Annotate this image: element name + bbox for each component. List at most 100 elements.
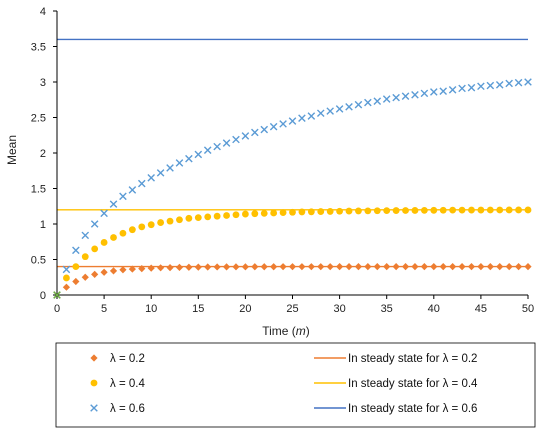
series-0-point-12 (166, 263, 174, 272)
series-2-point-30 (335, 105, 344, 113)
y-tick-label-1: 0.5 (31, 255, 46, 267)
series-0-point-4 (91, 270, 99, 279)
series-2-point-22 (260, 125, 269, 134)
series-2-point-17 (213, 142, 221, 151)
series-0-point-46 (486, 263, 494, 271)
axes (53, 10, 529, 299)
series-2-point-15 (194, 150, 203, 159)
series-1-point-7 (119, 229, 127, 237)
series-2-point-29 (326, 107, 334, 115)
x-tick-label-4: 20 (239, 303, 251, 315)
series-0-point-25 (288, 263, 297, 271)
series-2-point-16 (203, 146, 212, 154)
series-2-point-21 (251, 128, 259, 137)
y-tick-label-6: 3 (40, 77, 46, 89)
series-2-point-41 (439, 87, 448, 96)
series-2-point-10 (147, 174, 155, 182)
series-1-point-22 (260, 209, 268, 217)
series-0-point-36 (392, 263, 400, 271)
series-2-point-40 (430, 88, 438, 96)
series-0-point-6 (109, 267, 118, 275)
x-tick-label-9: 45 (475, 303, 487, 315)
series-1-point-13 (176, 216, 183, 224)
series-1-point-14 (185, 214, 193, 222)
series-2-point-38 (411, 90, 419, 99)
series-1-point-26 (298, 208, 306, 216)
series-0-point-30 (336, 263, 344, 271)
x-tick-label-7: 35 (381, 303, 393, 315)
series-0-point-16 (204, 263, 212, 271)
y-tick-label-5: 2.5 (31, 113, 46, 125)
series-1-point-12 (166, 217, 174, 225)
series-0-point-27 (307, 263, 315, 271)
series-1-point-37 (402, 207, 409, 214)
series-0-point-3 (81, 273, 89, 281)
series-0-point-38 (411, 263, 419, 271)
data-series (53, 78, 532, 299)
series-0-point-15 (194, 263, 202, 271)
series-1-point-31 (345, 207, 353, 215)
series-0-point-7 (119, 266, 127, 274)
series-1-point-25 (289, 208, 296, 216)
series-1-point-40 (430, 206, 438, 214)
series-0-point-37 (401, 263, 410, 271)
series-2-point-32 (354, 100, 363, 109)
series-1-point-23 (270, 209, 278, 217)
series-2-point-6 (109, 200, 118, 208)
series-1-point-6 (110, 234, 117, 241)
x-tick-label-2: 10 (145, 303, 157, 315)
series-1-point-19 (232, 211, 240, 219)
y-tick-label-8: 4 (40, 6, 46, 18)
series-2-point-23 (269, 122, 278, 131)
series-1-point-48 (505, 206, 513, 214)
series-0-point-8 (128, 265, 136, 273)
series-2-point-19 (232, 135, 240, 144)
series-2-point-50 (524, 78, 532, 86)
x-tick-label-3: 15 (192, 303, 204, 315)
series-1-point-16 (204, 213, 212, 221)
series-2-point-31 (345, 103, 353, 111)
series-1-point-9 (138, 223, 146, 231)
series-1-point-21 (251, 210, 259, 218)
series-1-point-11 (157, 219, 165, 226)
series-1-point-50 (524, 206, 532, 214)
series-0-point-19 (232, 263, 240, 271)
series-2-point-20 (241, 132, 250, 140)
series-2-point-4 (90, 220, 99, 228)
series-0-point-47 (496, 263, 504, 271)
series-0-point-44 (467, 263, 476, 271)
series-2-point-25 (288, 117, 297, 125)
series-0-point-5 (100, 268, 108, 276)
series-0-point-18 (222, 263, 231, 271)
legend-marker-1 (90, 379, 98, 387)
series-1-point-15 (194, 214, 202, 222)
series-2-point-28 (316, 109, 325, 118)
series-2-point-39 (420, 89, 429, 98)
legend-label-2: λ = 0.6 (110, 403, 145, 415)
series-0-point-26 (298, 263, 306, 271)
y-tick-label-4: 2 (40, 148, 46, 160)
series-2-point-2 (72, 246, 80, 255)
legend-steady-label-2: In steady state for λ = 0.6 (348, 403, 477, 415)
series-1-point-34 (373, 207, 381, 215)
series-1-point-17 (213, 212, 221, 220)
series-0-point-40 (430, 263, 438, 271)
series-1-point-36 (392, 207, 400, 214)
y-tick-label-3: 1.5 (31, 184, 46, 196)
series-1-point-24 (279, 209, 287, 217)
series-1 (63, 206, 532, 282)
x-tick-label-6: 30 (333, 303, 345, 315)
series-1-point-3 (81, 253, 89, 261)
series-2-point-33 (364, 98, 372, 107)
series-2-point-3 (81, 231, 90, 240)
series-0-point-9 (138, 264, 146, 273)
series-1-point-2 (72, 263, 80, 270)
series-2-point-35 (382, 95, 391, 103)
series-2-point-18 (222, 139, 231, 147)
series-2-point-24 (279, 120, 287, 128)
series-0-point-14 (185, 263, 193, 271)
series-1-point-42 (449, 206, 457, 214)
series-1-point-29 (326, 208, 334, 215)
series-2-point-45 (477, 82, 485, 91)
